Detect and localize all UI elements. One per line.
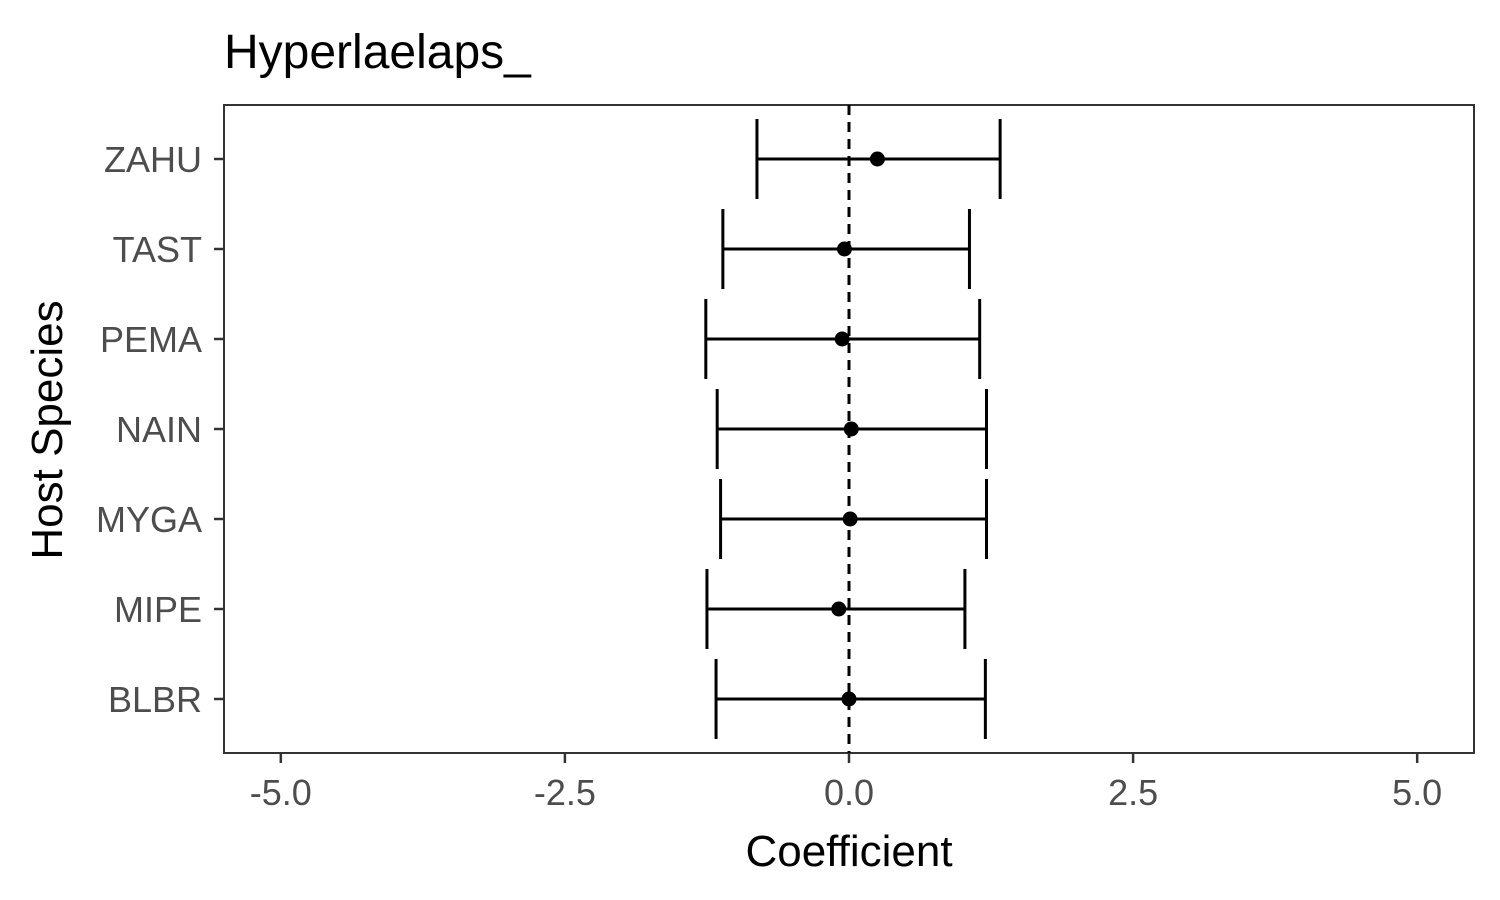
- y-tick-label: BLBR: [108, 679, 202, 720]
- y-tick-label: ZAHU: [104, 139, 202, 180]
- y-tick-label: TAST: [113, 229, 202, 270]
- point-mipe: [831, 601, 847, 617]
- x-tick-label: -2.5: [534, 772, 596, 813]
- plot-panel: -5.0 -2.5 0.0 2.5 5.0 BLBR MIPE MYGA NAIN PEMA TAS…: [96, 104, 1475, 813]
- point-pema: [834, 331, 850, 347]
- point-nain: [843, 421, 859, 437]
- x-tick-label: 2.5: [1108, 772, 1158, 813]
- y-tick-label: PEMA: [100, 319, 202, 360]
- x-axis-title: Coefficient: [745, 827, 952, 876]
- x-tick-label: 5.0: [1392, 772, 1442, 813]
- point-blbr: [841, 691, 857, 707]
- point-myga: [842, 511, 858, 527]
- chart-title: Hyperlaelaps_: [224, 26, 532, 79]
- y-tick-label: MYGA: [96, 499, 202, 540]
- x-tick-label: -5.0: [250, 772, 312, 813]
- y-tick-label: MIPE: [114, 589, 202, 630]
- y-axis-title: Host Species: [23, 300, 72, 559]
- y-tick-label: NAIN: [116, 409, 202, 450]
- point-zahu: [869, 151, 885, 167]
- point-tast: [836, 241, 852, 257]
- x-tick-label: 0.0: [824, 772, 874, 813]
